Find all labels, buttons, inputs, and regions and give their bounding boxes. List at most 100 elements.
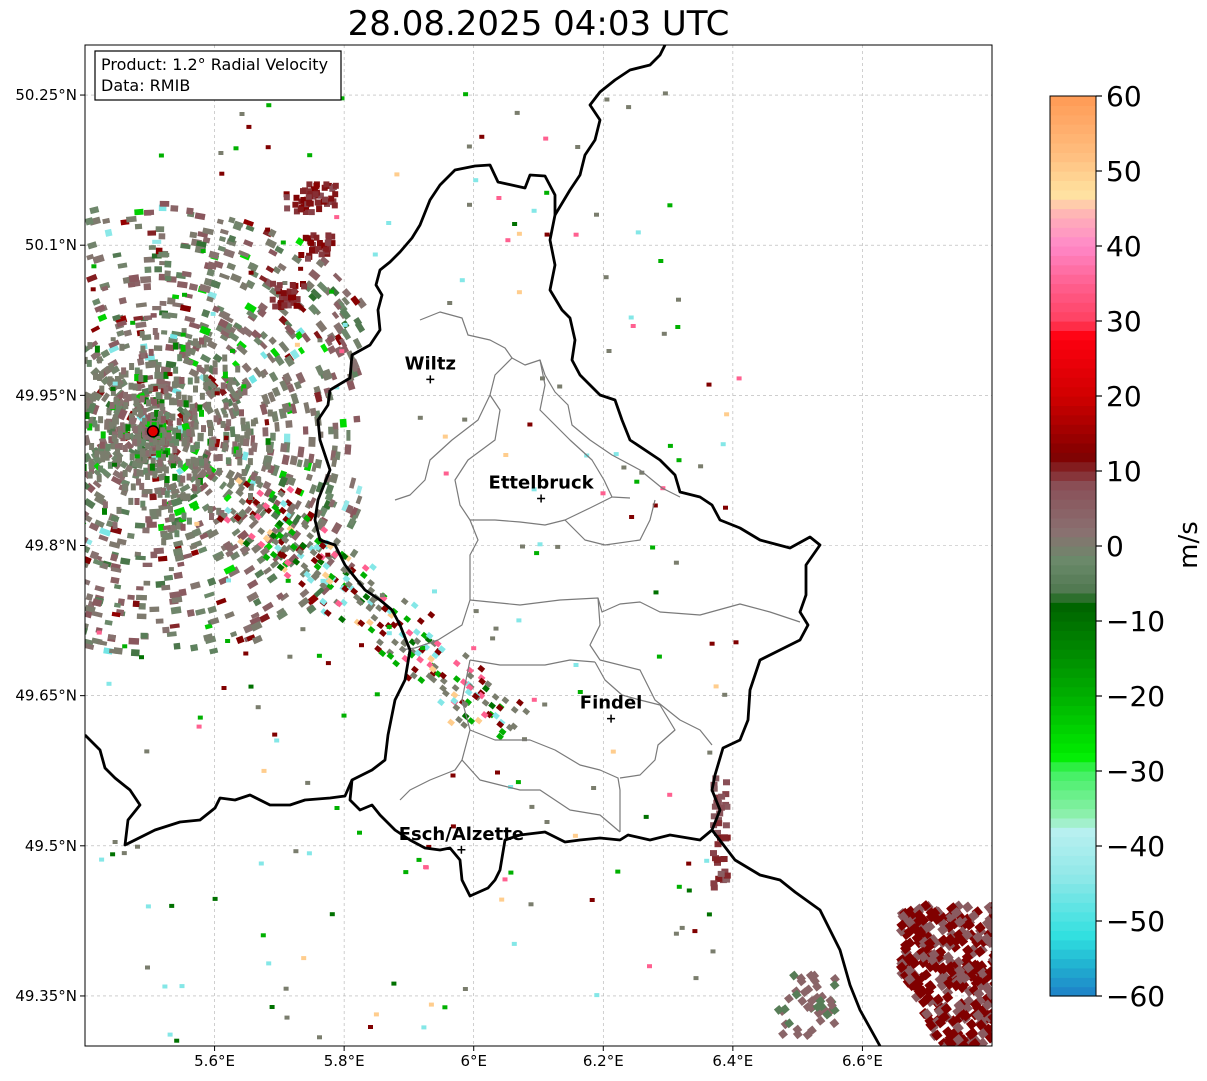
- echo-gate: [269, 296, 276, 303]
- echo-gate: [192, 484, 198, 492]
- echo-gate: [260, 351, 268, 360]
- echo-gate: [130, 483, 136, 491]
- district-boundary: [461, 759, 621, 833]
- echo-gate: [213, 408, 222, 419]
- echo-gate: [289, 348, 300, 360]
- echo-gate: [508, 785, 514, 789]
- echo-gate: [257, 302, 268, 313]
- echo-gate: [85, 642, 95, 651]
- echo-gate: [142, 527, 150, 534]
- echo-gate: [450, 824, 456, 829]
- echo-gate: [165, 426, 171, 434]
- echo-gate: [228, 377, 234, 385]
- lat-tick-label: 50.25°N: [15, 86, 77, 104]
- echo-gate: [159, 399, 165, 407]
- echo-gate: [132, 438, 138, 446]
- echo-gate: [303, 458, 310, 468]
- echo-gate: [306, 851, 312, 856]
- echo-gate: [707, 750, 713, 755]
- echo-gate: [225, 639, 231, 643]
- echo-gate: [93, 372, 98, 380]
- echo-gate: [181, 270, 192, 277]
- echo-gate: [159, 403, 165, 411]
- echo-gate: [276, 592, 285, 601]
- colorbar-segment: [1050, 902, 1096, 913]
- echo-gate: [676, 458, 682, 463]
- echo-gate: [717, 870, 725, 877]
- echo-gate: [289, 282, 296, 288]
- echo-gate: [99, 385, 105, 393]
- echo-gate: [466, 671, 475, 680]
- echo-gate: [733, 640, 739, 645]
- echo-gate: [155, 618, 164, 624]
- colorbar-segment: [1050, 742, 1096, 753]
- echo-gate: [286, 485, 295, 494]
- echo-gate: [302, 234, 309, 241]
- colorbar-tick-label: 0: [1106, 530, 1124, 563]
- echo-gate: [85, 610, 93, 619]
- echo-gate: [987, 1011, 992, 1024]
- echo-gate: [710, 785, 718, 792]
- echo-gate: [157, 555, 168, 562]
- district-boundary: [564, 499, 656, 546]
- colorbar-segment: [1050, 958, 1096, 969]
- echo-gate: [90, 350, 102, 361]
- colorbar-tick-label: −10: [1106, 605, 1165, 638]
- echo-gate: [591, 786, 597, 790]
- echo-gate: [450, 697, 459, 705]
- echo-gate: [231, 528, 241, 537]
- colorbar-segment: [1050, 677, 1096, 688]
- echo-gate: [428, 1002, 434, 1007]
- echo-gate: [144, 749, 150, 754]
- echo-gate: [242, 218, 254, 227]
- echo-gate: [995, 980, 1006, 991]
- echo-gate: [391, 981, 397, 986]
- echo-gate: [248, 513, 257, 522]
- echo-gate: [452, 659, 461, 668]
- echo-gate: [650, 545, 656, 550]
- echo-gate: [222, 314, 234, 324]
- echo-gate: [323, 286, 333, 296]
- echo-gate: [378, 629, 387, 637]
- echo-gate: [531, 697, 537, 702]
- echo-gate: [987, 956, 992, 968]
- colorbar-segment: [1050, 236, 1096, 247]
- echo-gate: [329, 912, 335, 917]
- echo-gate: [208, 429, 213, 437]
- echo-gate: [331, 457, 338, 468]
- echo-gate: [186, 517, 192, 525]
- echo-gate: [95, 388, 105, 398]
- echo-gate: [339, 96, 345, 101]
- echo-gate: [126, 215, 137, 223]
- echo-gate: [265, 145, 271, 150]
- echo-gate: [231, 380, 237, 385]
- echo-gate: [112, 462, 117, 467]
- echo-gate: [112, 381, 118, 386]
- colorbar-segment: [1050, 471, 1096, 481]
- echo-gate: [972, 931, 984, 943]
- echo-gate: [68, 494, 73, 501]
- echo-gate: [161, 464, 167, 472]
- echo-gate: [248, 493, 253, 500]
- echo-gate: [37, 455, 42, 462]
- district-boundary: [539, 359, 631, 499]
- echo-gate: [293, 302, 300, 309]
- echo-gate: [317, 1035, 322, 1040]
- echo-gate: [904, 916, 916, 928]
- echo-gate: [279, 592, 290, 602]
- echo-gate: [129, 453, 135, 461]
- colorbar-segment: [1050, 142, 1096, 153]
- echo-gate: [481, 684, 490, 693]
- echo-gate: [369, 596, 377, 604]
- echo-gate: [993, 967, 1004, 978]
- echo-gate: [201, 309, 211, 318]
- echo-gate: [284, 205, 291, 212]
- echo-gate: [92, 404, 100, 416]
- echo-gate: [114, 376, 120, 383]
- echo-gate: [512, 222, 518, 226]
- echo-gate: [799, 987, 810, 998]
- echo-gate: [333, 541, 339, 546]
- echo-gate: [372, 252, 378, 257]
- echo-gate: [309, 548, 318, 557]
- echo-gate: [667, 203, 673, 208]
